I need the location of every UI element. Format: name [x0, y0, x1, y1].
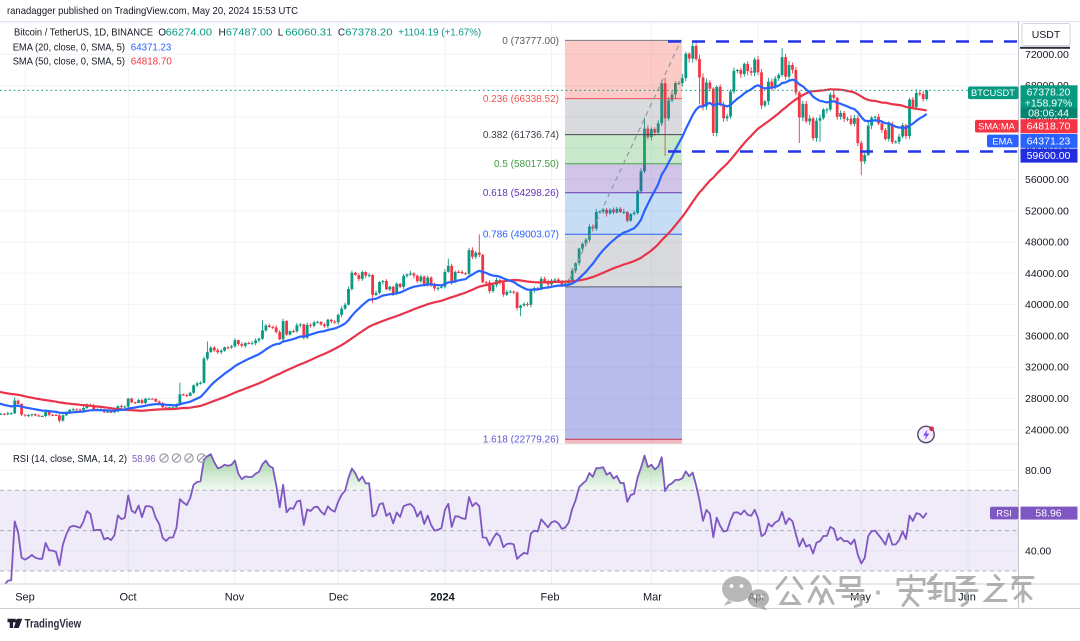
svg-text:Nov: Nov [225, 592, 245, 604]
svg-text:58.96: 58.96 [1035, 508, 1061, 520]
svg-text:64371.23: 64371.23 [131, 42, 172, 53]
svg-text:44000.00: 44000.00 [1025, 268, 1069, 280]
svg-text:64371.23: 64371.23 [1027, 135, 1071, 147]
svg-text:Dec: Dec [329, 592, 349, 604]
svg-text:67487.00: 67487.00 [226, 28, 273, 39]
svg-text:USDT: USDT [1032, 29, 1061, 41]
svg-text:SMA:MA: SMA:MA [978, 122, 1015, 132]
svg-text:59600.00: 59600.00 [1027, 150, 1071, 162]
svg-text:0.786 (49003.07): 0.786 (49003.07) [483, 230, 559, 241]
svg-text:24000.00: 24000.00 [1025, 424, 1069, 436]
svg-text:EMA (20, close, 0, SMA, 5): EMA (20, close, 0, SMA, 5) [13, 42, 125, 53]
svg-text:32000.00: 32000.00 [1025, 362, 1069, 374]
svg-text:0.618 (54298.26): 0.618 (54298.26) [483, 188, 559, 199]
svg-text:67378.20: 67378.20 [345, 28, 393, 39]
svg-text:+1104.19 (+1.67%): +1104.19 (+1.67%) [398, 28, 481, 39]
svg-text:67378.20: 67378.20 [1027, 87, 1071, 99]
svg-text:56000.00: 56000.00 [1025, 174, 1069, 186]
svg-text:O: O [158, 28, 166, 39]
svg-text:RSI (14, close, SMA, 14, 2): RSI (14, close, SMA, 14, 2) [13, 454, 127, 465]
svg-text:H: H [219, 28, 226, 39]
svg-text:1.618 (22779.26): 1.618 (22779.26) [483, 435, 559, 446]
svg-text:0.236 (66338.52): 0.236 (66338.52) [483, 94, 559, 105]
svg-text:28000.00: 28000.00 [1025, 393, 1069, 405]
svg-text:RSI: RSI [996, 509, 1012, 519]
svg-text:80.00: 80.00 [1025, 465, 1051, 477]
svg-text:72000.00: 72000.00 [1025, 49, 1069, 61]
svg-text:66274.00: 66274.00 [166, 28, 213, 39]
svg-text:L: L [278, 28, 284, 39]
svg-text:Bitcoin / TetherUS, 1D, BINANC: Bitcoin / TetherUS, 1D, BINANCE [14, 28, 153, 39]
svg-text:ranadagger published on Tradin: ranadagger published on TradingView.com,… [7, 5, 298, 17]
svg-text:40000.00: 40000.00 [1025, 299, 1069, 311]
svg-text:36000.00: 36000.00 [1025, 330, 1069, 342]
svg-text:Mar: Mar [643, 592, 662, 604]
svg-text:64818.70: 64818.70 [1027, 121, 1071, 133]
svg-text:08:06:44: 08:06:44 [1028, 107, 1069, 119]
svg-text:0.382 (61736.74): 0.382 (61736.74) [483, 130, 559, 141]
svg-text:66060.31: 66060.31 [285, 28, 333, 39]
svg-text:48000.00: 48000.00 [1025, 237, 1069, 249]
svg-text:+158.97%: +158.97% [1025, 97, 1073, 109]
svg-text:TradingView: TradingView [25, 617, 82, 631]
svg-text:C: C [338, 28, 345, 39]
svg-text:BTCUSDT: BTCUSDT [971, 88, 1015, 98]
svg-text:52000.00: 52000.00 [1025, 205, 1069, 217]
svg-text:Sep: Sep [15, 592, 35, 604]
svg-text:0.5 (58017.50): 0.5 (58017.50) [494, 159, 559, 170]
svg-text:58.96: 58.96 [132, 454, 156, 465]
svg-text:40.00: 40.00 [1025, 545, 1051, 557]
svg-text:Feb: Feb [541, 592, 560, 604]
svg-text:SMA (50, close, 0, SMA, 5): SMA (50, close, 0, SMA, 5) [13, 56, 125, 67]
svg-text:EMA: EMA [992, 136, 1013, 146]
svg-text:64818.70: 64818.70 [131, 56, 172, 67]
svg-text:0 (73777.00): 0 (73777.00) [502, 36, 559, 47]
svg-text:2024: 2024 [430, 592, 455, 604]
svg-text:Oct: Oct [119, 592, 136, 604]
